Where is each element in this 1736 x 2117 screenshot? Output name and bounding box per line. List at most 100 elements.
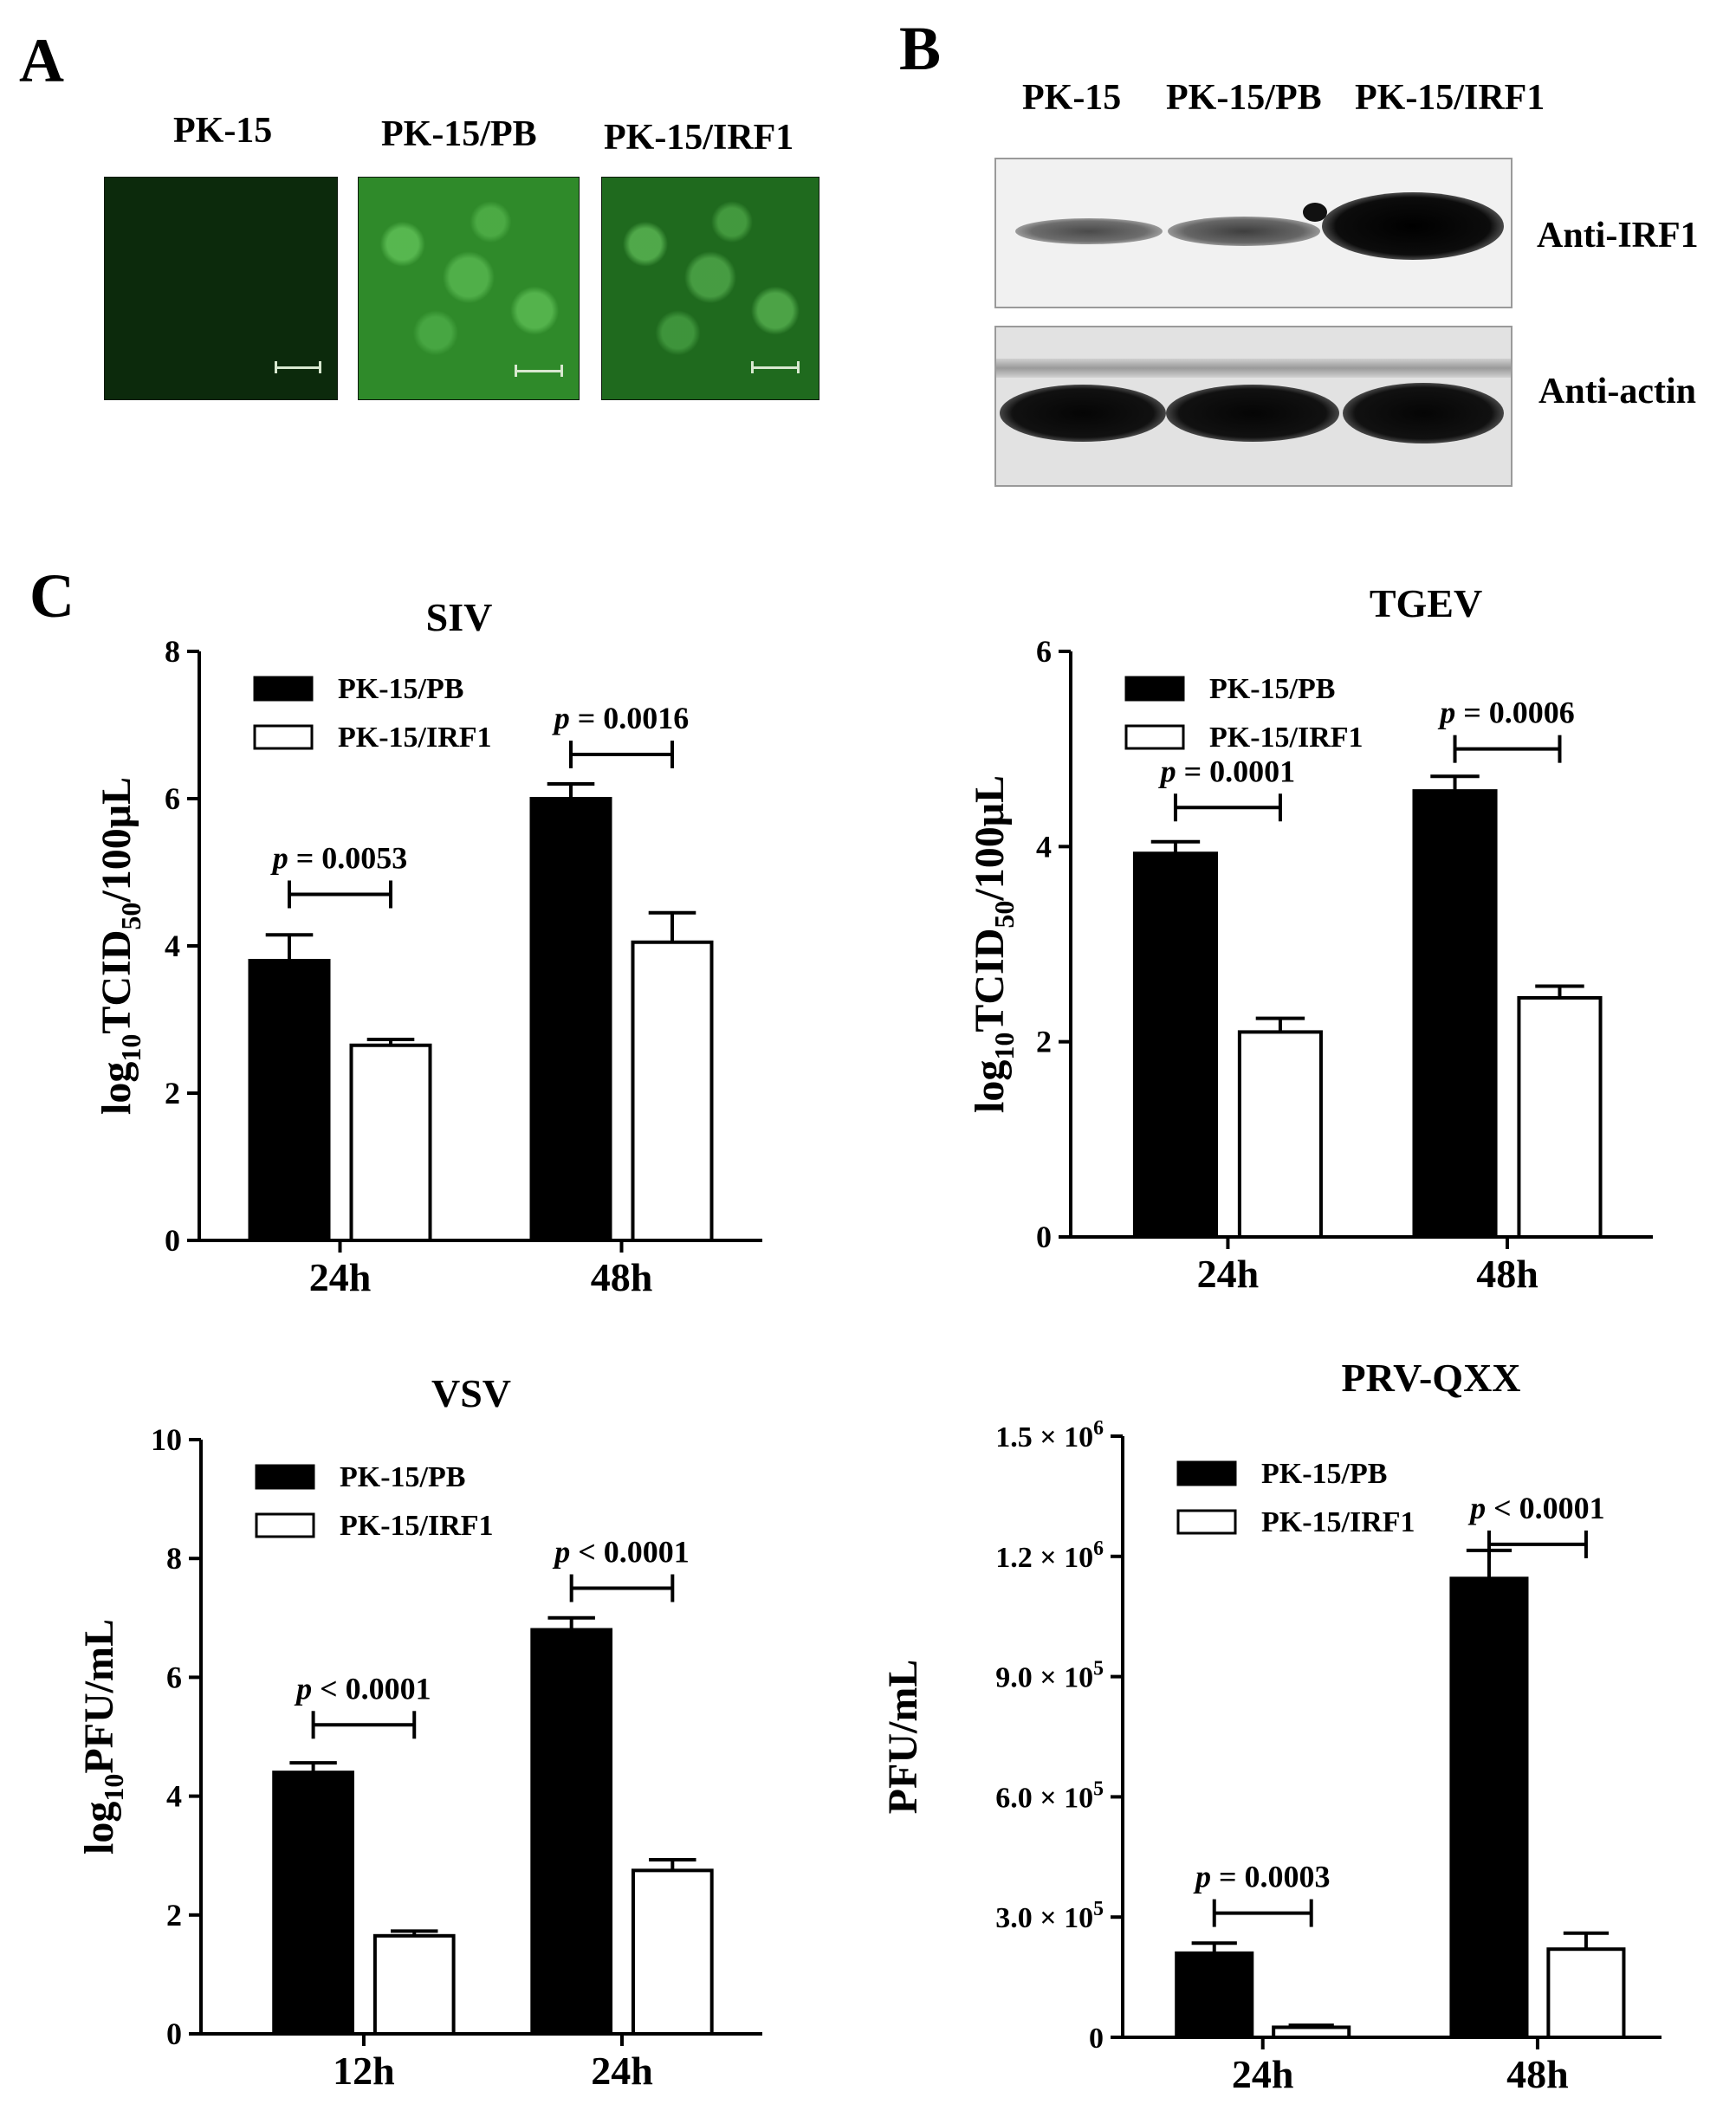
chart-title: PRV-QXX	[1341, 1356, 1520, 1400]
y-tick-label: 9.0 × 105	[995, 1658, 1104, 1694]
band-actin-lane2	[1166, 385, 1339, 442]
legend-swatch	[253, 724, 314, 750]
x-tick-label: 24h	[309, 1255, 372, 1299]
bar	[1237, 1030, 1323, 1240]
y-tick-label: 3.0 × 105	[995, 1898, 1104, 1934]
blot-lane-label-pk15: PK-15	[1022, 78, 1122, 118]
y-tick-label: 4	[165, 929, 180, 963]
y-tick-label: 1.5 × 106	[995, 1417, 1104, 1453]
p-value-label: p = 0.0053	[270, 841, 408, 876]
y-tick-label: 10	[151, 1422, 182, 1457]
chart-vsv: VSV log10PFU/mL 0 2 4 6 8 10 12h p < 0.0001 24h p <…	[76, 1371, 762, 2093]
bar	[1517, 995, 1603, 1239]
legend-swatch	[1176, 1509, 1237, 1535]
bar	[1272, 2025, 1351, 2040]
bar	[1175, 1951, 1254, 2040]
band-actin-upper	[996, 359, 1511, 378]
panel-letter-b: B	[899, 14, 942, 83]
panel-letter-c: C	[29, 561, 74, 631]
blot-irf1	[994, 158, 1513, 308]
micrograph-label-pk15-pb: PK-15/PB	[381, 114, 537, 154]
y-tick-label: 6	[166, 1660, 182, 1694]
bar	[1546, 1947, 1626, 2039]
p-value-label: p = 0.0001	[1158, 754, 1296, 788]
legend-label: PK-15/IRF1	[338, 722, 492, 754]
y-tick-label: 4	[166, 1779, 182, 1814]
chart-siv: SIV log10TCID50/100μL 0 2 4 6 8 24h p = 0.0053 48…	[94, 595, 762, 1299]
legend-swatch	[1124, 724, 1185, 750]
bar	[248, 959, 331, 1242]
band-irf1-lane2	[1168, 217, 1320, 246]
y-tick-label: 6.0 × 105	[995, 1777, 1104, 1814]
bar	[530, 1628, 613, 2036]
legend-label: PK-15/IRF1	[1209, 722, 1364, 754]
y-tick-label: 2	[1036, 1025, 1052, 1059]
scale-bar	[751, 361, 800, 373]
blot-actin	[994, 326, 1513, 487]
legend-label: PK-15/PB	[1209, 673, 1335, 705]
x-tick-label: 24h	[1232, 2052, 1294, 2096]
y-tick-label: 0	[1089, 2023, 1104, 2055]
band-actin-lane3	[1343, 383, 1504, 443]
micrograph-label-pk15-irf1: PK-15/IRF1	[604, 118, 794, 158]
x-tick-label: 12h	[333, 2049, 395, 2093]
band-irf1-lane3	[1322, 192, 1504, 260]
legend-label: PK-15/IRF1	[1261, 1506, 1415, 1538]
micrograph-pk15-pb	[358, 177, 580, 400]
bar	[372, 1933, 456, 2036]
x-tick-label: 24h	[1197, 1252, 1260, 1296]
blot-label-anti-actin: Anti-actin	[1538, 372, 1696, 411]
band-actin-lane1	[1000, 385, 1166, 442]
y-axis-label: PFU/mL	[880, 1660, 926, 1815]
y-tick-label: 2	[166, 1898, 182, 1932]
blot-label-anti-irf1: Anti-IRF1	[1537, 216, 1699, 256]
chart-title: TGEV	[1370, 581, 1482, 625]
chart-prv-qxx: PRV-QXX PFU/mL 0 3.0 × 105 6.0 × 105 9.0 × 10…	[880, 1356, 1662, 2096]
x-tick-label: 48h	[591, 1255, 653, 1299]
x-tick-label: 48h	[1506, 2052, 1569, 2096]
band-irf1-lane1	[1015, 218, 1163, 244]
scale-bar	[275, 361, 321, 373]
legend-label: PK-15/PB	[340, 1461, 465, 1493]
y-tick-label: 8	[166, 1541, 182, 1576]
blot-lane-label-pk15-irf1: PK-15/IRF1	[1355, 78, 1545, 118]
y-axis-label: log10PFU/mL	[76, 1619, 129, 1855]
bar	[529, 797, 612, 1242]
legend-swatch	[1124, 676, 1185, 702]
p-value-label: p = 0.0006	[1437, 696, 1575, 730]
x-tick-label: 48h	[1476, 1252, 1538, 1296]
chart-tgev: TGEV log10TCID50/100μL 0 2 4 6 24h p = 0.0001 48…	[967, 581, 1653, 1296]
x-tick-label: 24h	[591, 2049, 653, 2093]
legend-label: PK-15/PB	[1261, 1458, 1387, 1490]
legend-swatch	[1176, 1460, 1237, 1486]
blot-lane-label-pk15-pb: PK-15/PB	[1166, 78, 1322, 118]
p-value-label: p < 0.0001	[294, 1671, 431, 1706]
p-value-label: p < 0.0001	[1467, 1491, 1605, 1525]
band-irf1-spot	[1303, 203, 1327, 222]
scale-bar	[515, 365, 563, 377]
y-tick-label: 0	[165, 1223, 180, 1258]
micrograph-label-pk15: PK-15	[173, 111, 273, 151]
micrograph-pk15-irf1	[601, 177, 819, 400]
y-tick-label: 0	[1036, 1220, 1052, 1254]
y-tick-label: 6	[165, 781, 180, 816]
y-tick-label: 4	[1036, 829, 1052, 864]
bar	[272, 1771, 354, 2036]
panel-letter-a: A	[19, 26, 64, 95]
y-tick-label: 2	[165, 1076, 180, 1110]
legend-swatch	[253, 676, 314, 702]
p-value-label: p = 0.0016	[552, 701, 690, 735]
p-value-label: p < 0.0001	[552, 1535, 690, 1570]
y-tick-label: 8	[165, 634, 180, 669]
legend-swatch	[255, 1512, 315, 1538]
micrograph-pk15	[104, 177, 338, 400]
bar	[1412, 789, 1498, 1239]
y-tick-label: 6	[1036, 634, 1052, 669]
chart-title: VSV	[431, 1371, 511, 1415]
legend-label: PK-15/IRF1	[340, 1510, 494, 1542]
y-tick-label: 1.2 × 106	[995, 1538, 1104, 1574]
legend-label: PK-15/PB	[338, 673, 463, 705]
legend-swatch	[255, 1464, 315, 1490]
y-tick-label: 0	[166, 2017, 182, 2051]
bar	[349, 1043, 432, 1242]
